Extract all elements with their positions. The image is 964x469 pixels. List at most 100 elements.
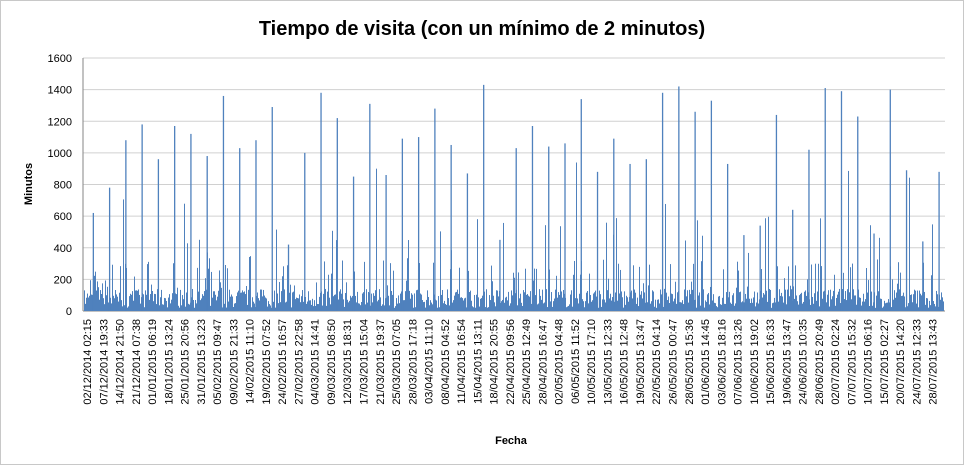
- bar: [260, 289, 261, 311]
- x-tick-label: 04/03/2015 14:41: [310, 319, 322, 405]
- bar: [273, 301, 274, 311]
- bar: [733, 293, 734, 311]
- bar: [84, 290, 85, 311]
- bar: [517, 305, 518, 311]
- bar: [257, 292, 258, 311]
- bar: [725, 303, 726, 311]
- bar-peak: [710, 100, 713, 311]
- x-tick-label: 13/05/2015 12:33: [602, 319, 614, 405]
- x-tick-label: 19/05/2015 13:47: [635, 319, 647, 405]
- bar: [132, 291, 133, 311]
- bar: [373, 293, 374, 311]
- bar: [749, 298, 750, 311]
- bar: [810, 304, 811, 311]
- bar: [431, 302, 432, 311]
- bar: [716, 306, 717, 311]
- bar: [759, 299, 760, 311]
- bar: [621, 291, 622, 311]
- bar: [843, 272, 844, 311]
- bar: [220, 282, 221, 311]
- bar: [315, 305, 316, 311]
- bar: [832, 296, 833, 311]
- bar: [767, 301, 768, 311]
- bar: [891, 307, 892, 311]
- bar: [415, 307, 416, 311]
- x-tick-label: 28/05/2015 15:36: [684, 319, 696, 405]
- bar: [471, 300, 472, 311]
- bar: [531, 303, 532, 311]
- bar-peak: [125, 140, 127, 311]
- bar: [729, 291, 730, 311]
- bar: [179, 307, 180, 311]
- bar: [356, 302, 357, 311]
- bar: [658, 299, 659, 311]
- bar: [336, 240, 337, 311]
- bar: [904, 296, 905, 311]
- bar: [579, 293, 580, 311]
- bar: [103, 298, 104, 311]
- bar: [390, 263, 391, 311]
- bar: [692, 289, 693, 311]
- bar: [501, 301, 502, 311]
- bar: [625, 304, 626, 311]
- bar-peak: [157, 159, 160, 311]
- bar: [915, 290, 916, 311]
- bar: [328, 274, 329, 311]
- bar-peak: [792, 209, 794, 311]
- y-tick-label: 1400: [48, 85, 72, 97]
- bar: [850, 267, 851, 311]
- bar: [849, 292, 850, 311]
- bar: [697, 220, 698, 311]
- bar: [265, 297, 266, 311]
- bar: [299, 294, 300, 311]
- bar: [603, 259, 604, 311]
- bar: [181, 305, 182, 311]
- bar-peak: [759, 225, 761, 311]
- bar-peak: [938, 171, 940, 311]
- bar: [682, 300, 683, 311]
- bar: [717, 307, 718, 311]
- bar: [773, 302, 774, 311]
- bar: [547, 307, 548, 311]
- bar: [308, 291, 309, 311]
- bar: [737, 261, 738, 311]
- x-tick-label: 11/04/2015 16:54: [456, 319, 468, 404]
- bar: [462, 298, 463, 311]
- bar: [180, 289, 181, 311]
- bar: [928, 307, 929, 311]
- x-tick-label: 19/06/2015 13:47: [781, 319, 793, 405]
- bar: [230, 296, 231, 311]
- bar: [267, 306, 268, 311]
- bar: [918, 307, 919, 311]
- bar: [932, 224, 933, 311]
- bar: [193, 299, 194, 311]
- bar: [747, 286, 748, 311]
- bar: [497, 290, 498, 311]
- bar: [358, 303, 359, 311]
- bar: [372, 302, 373, 311]
- x-tick-label: 14/02/2015 11:10: [245, 319, 257, 404]
- bar: [432, 304, 433, 311]
- bar: [254, 303, 255, 311]
- bar: [210, 305, 211, 311]
- bar: [138, 289, 139, 311]
- bar-peak: [417, 137, 420, 311]
- x-tick-label: 17/03/2015 15:04: [358, 319, 370, 405]
- bar: [735, 303, 736, 311]
- bar: [622, 297, 623, 311]
- y-tick-label: 0: [66, 306, 72, 318]
- bar: [701, 261, 702, 311]
- bar-peak: [206, 156, 208, 311]
- bar-peak: [255, 140, 257, 311]
- bar: [942, 297, 943, 311]
- bar: [666, 292, 667, 311]
- bar: [856, 304, 857, 311]
- bar: [719, 295, 720, 311]
- bar: [637, 297, 638, 311]
- bar: [238, 290, 239, 311]
- bar: [812, 296, 813, 311]
- bar: [277, 293, 278, 311]
- bar: [422, 300, 423, 311]
- bar-peak: [434, 108, 436, 311]
- bar: [437, 307, 438, 311]
